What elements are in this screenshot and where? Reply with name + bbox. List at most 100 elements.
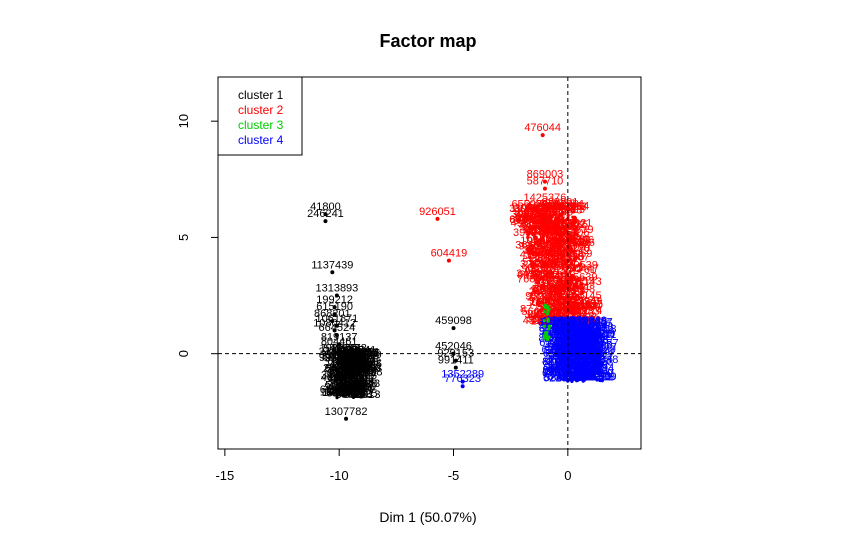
cloud-label: 182790 xyxy=(554,318,591,330)
cloud-label: 409497 xyxy=(515,209,552,221)
cloud-point xyxy=(582,343,586,347)
cloud-point xyxy=(589,337,594,341)
cloud-point xyxy=(569,235,573,239)
cloud-label: 501962 xyxy=(325,380,362,392)
cloud-label: 609289 xyxy=(528,311,565,323)
cloud-point xyxy=(579,350,584,354)
cloud-point xyxy=(531,244,536,249)
cloud-label: 338011 xyxy=(547,362,583,374)
cloud-label: 167708 xyxy=(346,367,383,379)
cloud-point xyxy=(575,293,580,298)
cloud-point xyxy=(537,317,541,321)
cloud-point xyxy=(550,271,554,275)
cloud-point xyxy=(336,370,340,374)
cloud-label: 609072 xyxy=(543,364,580,376)
cloud-label: 122385 xyxy=(571,316,608,328)
cloud-point xyxy=(596,355,600,360)
cloud-point xyxy=(551,222,556,226)
cloud-label: 349038 xyxy=(516,268,553,280)
cloud-label: 194433 xyxy=(546,315,583,327)
cloud-point xyxy=(564,367,568,371)
cloud-label: 365298 xyxy=(515,214,552,226)
cloud-point xyxy=(554,275,558,279)
cloud-point xyxy=(571,294,575,299)
cloud-point xyxy=(596,349,600,353)
cloud-label: 882991 xyxy=(548,198,585,210)
cloud-point xyxy=(557,228,561,232)
y-axis-ticks: 0 5 10 xyxy=(176,114,219,357)
cloud-point xyxy=(547,335,551,339)
cloud-point xyxy=(357,391,361,395)
point-label: 127048 xyxy=(527,201,564,213)
cloud-point xyxy=(528,252,532,256)
cloud-point xyxy=(536,292,541,296)
cloud-point xyxy=(552,205,556,209)
cloud-point xyxy=(531,271,535,275)
data-point xyxy=(323,219,328,224)
cloud-point xyxy=(559,377,564,381)
cloud-label: 110485 xyxy=(525,243,561,255)
data-point xyxy=(435,216,440,221)
cloud-point xyxy=(579,336,583,340)
data-point xyxy=(332,328,337,333)
cloud-point xyxy=(344,390,348,394)
point-label: 929153 xyxy=(437,348,474,360)
cloud-point xyxy=(532,262,536,266)
cloud-label: 463790 xyxy=(543,283,580,295)
cloud-point xyxy=(585,353,589,357)
cloud-label: 396309 xyxy=(546,366,583,378)
cloud-label: 908581 xyxy=(521,263,558,275)
cloud-label: 550120 xyxy=(548,354,585,366)
cloud-point xyxy=(559,335,564,339)
cloud-point xyxy=(340,363,344,367)
cloud-label: 656030 xyxy=(511,198,548,210)
cloud-point xyxy=(598,353,602,357)
cloud-point xyxy=(600,379,604,383)
cloud-label: 278113 xyxy=(559,311,595,323)
cloud-point xyxy=(563,323,568,327)
cloud-point xyxy=(575,379,579,383)
point-label: 868201 xyxy=(314,308,351,320)
cloud-point xyxy=(351,354,355,359)
cloud-point xyxy=(560,226,564,230)
cloud-label: 815286 xyxy=(542,357,579,369)
cloud-point xyxy=(361,367,365,371)
cloud-point xyxy=(532,233,536,237)
cloud-point xyxy=(533,206,537,210)
cloud-point xyxy=(529,231,533,235)
cloud-point xyxy=(556,245,560,249)
cloud-point xyxy=(587,339,591,344)
cloud-point xyxy=(535,281,540,285)
cloud-label: 471175 xyxy=(567,298,603,310)
cloud-point xyxy=(558,296,562,300)
cloud-point xyxy=(351,395,356,400)
cloud-point xyxy=(556,223,560,228)
cloud-label: 815639 xyxy=(561,271,598,283)
cloud-point xyxy=(542,240,546,244)
data-point xyxy=(330,319,335,324)
cloud-point xyxy=(534,240,538,244)
cloud-point xyxy=(558,277,562,282)
cloud-point xyxy=(343,377,348,381)
cloud-point xyxy=(594,339,598,343)
point-label: 1352289 xyxy=(441,369,484,381)
cloud-point xyxy=(558,367,562,371)
cloud-point xyxy=(568,324,573,328)
cloud-label: 767151 xyxy=(551,337,588,349)
cloud-point xyxy=(528,247,532,251)
cloud-point xyxy=(536,251,541,255)
cloud-label: 407527 xyxy=(554,237,591,249)
cloud-label: 185030 xyxy=(548,252,585,264)
data-point xyxy=(542,179,547,184)
cloud-label: 762664 xyxy=(336,383,373,395)
cloud-point xyxy=(546,218,550,223)
cloud-label: 760099 xyxy=(517,273,554,285)
y-tick-label: 0 xyxy=(176,350,191,357)
cloud-point xyxy=(539,300,543,305)
cloud-point xyxy=(597,327,601,331)
cloud-label: 280119 xyxy=(328,372,364,384)
cloud-label: 575512 xyxy=(556,298,593,310)
cloud-point xyxy=(571,331,576,335)
cloud-point xyxy=(543,216,547,220)
cloud-point xyxy=(560,252,564,256)
